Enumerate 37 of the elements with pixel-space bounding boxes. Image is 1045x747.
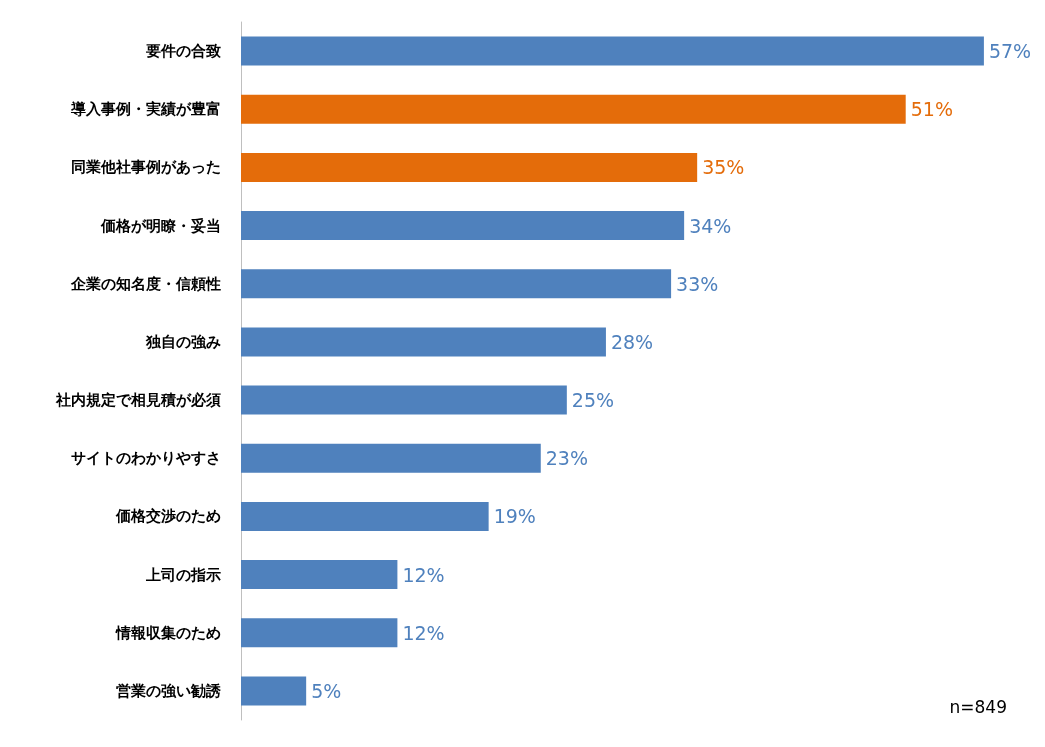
data-label: 23%: [545, 447, 588, 470]
y-tick-label: 導入事例・実績が豊富: [70, 100, 221, 119]
y-tick-label: 営業の強い勧誘: [116, 681, 222, 700]
bar: [241, 385, 567, 415]
bar: [241, 443, 541, 473]
data-label: 57%: [988, 40, 1032, 63]
bar: [241, 269, 672, 299]
bar: [241, 501, 489, 531]
bar: [241, 618, 398, 648]
y-tick-label: 上司の指示: [145, 565, 221, 584]
data-label: 25%: [571, 389, 615, 412]
data-label: 33%: [676, 272, 719, 295]
bar: [241, 211, 685, 241]
data-label: 34%: [689, 214, 732, 237]
data-label: 35%: [702, 156, 745, 179]
bar: [241, 94, 906, 124]
y-tick-label: 情報収集のため: [115, 623, 221, 642]
y-tick-label: 独自の強み: [145, 332, 221, 351]
data-label: 5%: [311, 679, 342, 702]
data-label: 51%: [910, 98, 953, 121]
y-tick-label: 社内規定で相見積が必須: [55, 391, 221, 410]
y-tick-label: 要件の合致: [145, 42, 221, 61]
bar: [241, 152, 698, 182]
data-label: 12%: [402, 621, 445, 644]
bar: [241, 327, 606, 357]
y-tick-label: 価格が明瞭・妥当: [100, 216, 221, 235]
bar: [241, 36, 984, 66]
bar: [241, 560, 398, 590]
data-label: 19%: [493, 505, 536, 528]
annotation: n=849: [949, 696, 1007, 717]
y-tick-label: 価格交渉のため: [115, 507, 221, 526]
bar: [241, 676, 307, 706]
y-tick-label: サイトのわかりやすさ: [71, 449, 221, 468]
y-tick-label: 企業の知名度・信頼性: [70, 274, 221, 293]
y-tick-label: 同業他社事例があった: [71, 158, 221, 177]
data-label: 28%: [610, 330, 654, 353]
data-label: 12%: [402, 563, 445, 586]
